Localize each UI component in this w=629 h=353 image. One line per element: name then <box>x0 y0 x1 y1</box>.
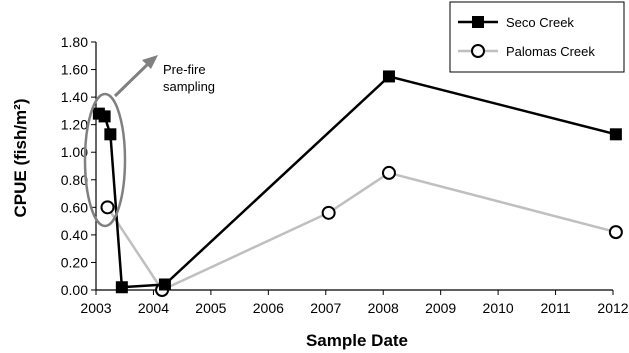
x-tick-label: 2004 <box>138 300 169 316</box>
series-markers <box>92 70 623 297</box>
y-tick-label: 1.60 <box>61 62 88 78</box>
y-axis-title: CPUE (fish/m²) <box>11 99 30 218</box>
annotation-arrow-shaft <box>113 60 152 98</box>
y-tick-label: 0.20 <box>61 254 88 270</box>
y-tick-label: 1.80 <box>61 34 88 50</box>
annotation-text-line1: Pre-fire <box>163 62 206 77</box>
x-tick-label: 2007 <box>310 300 341 316</box>
seco-creek-point <box>609 128 622 141</box>
x-tick-label: 2010 <box>483 300 514 316</box>
x-tick-label: 2008 <box>368 300 399 316</box>
legend-box <box>449 1 625 73</box>
series-lines <box>98 75 617 292</box>
annotation-arrowhead <box>142 55 158 69</box>
x-tick-label: 2003 <box>80 300 111 316</box>
palomas-creek-point <box>321 205 336 220</box>
legend-marker-palomas <box>471 44 485 58</box>
y-tick-label: 0.00 <box>61 282 88 298</box>
x-tick-label: 2009 <box>425 300 456 316</box>
seco-creek-point <box>382 70 395 83</box>
y-tick-label: 1.40 <box>61 89 88 105</box>
palomas-creek-point <box>608 225 623 240</box>
x-tick-label: 2012 <box>597 300 628 316</box>
legend-label-seco: Seco Creek <box>506 15 574 30</box>
x-tick-label: 2005 <box>195 300 226 316</box>
seco-creek-point <box>104 128 117 141</box>
x-tick-label: 2006 <box>253 300 284 316</box>
y-tick-label: 0.80 <box>61 172 88 188</box>
y-tick-label: 1.20 <box>61 117 88 133</box>
x-axis-title: Sample Date <box>306 331 408 350</box>
legend: Seco Creek Palomas Creek <box>449 1 625 73</box>
legend-marker-seco <box>472 16 484 28</box>
pre-fire-ellipse <box>83 92 127 228</box>
x-tick-label: 2011 <box>541 300 571 316</box>
seco-creek-point <box>98 110 111 123</box>
seco-creek-point <box>115 281 128 294</box>
palomas-creek-point <box>381 165 396 180</box>
palomas-creek-line <box>106 171 617 292</box>
legend-label-palomas: Palomas Creek <box>506 44 595 59</box>
pre-fire-annotation: Pre-fire sampling <box>83 55 215 228</box>
y-tick-label: 0.60 <box>61 199 88 215</box>
palomas-creek-point <box>100 200 115 215</box>
y-tick-label: 0.40 <box>61 227 88 243</box>
tick-labels: 0.00 0.20 0.40 0.60 0.80 1.00 1.20 1.40 1.60 1.80… <box>61 34 629 316</box>
seco-creek-point <box>158 278 171 291</box>
annotation-text-line2: sampling <box>163 79 215 94</box>
y-tick-label: 1.00 <box>61 144 88 160</box>
seco-creek-line <box>98 75 617 289</box>
